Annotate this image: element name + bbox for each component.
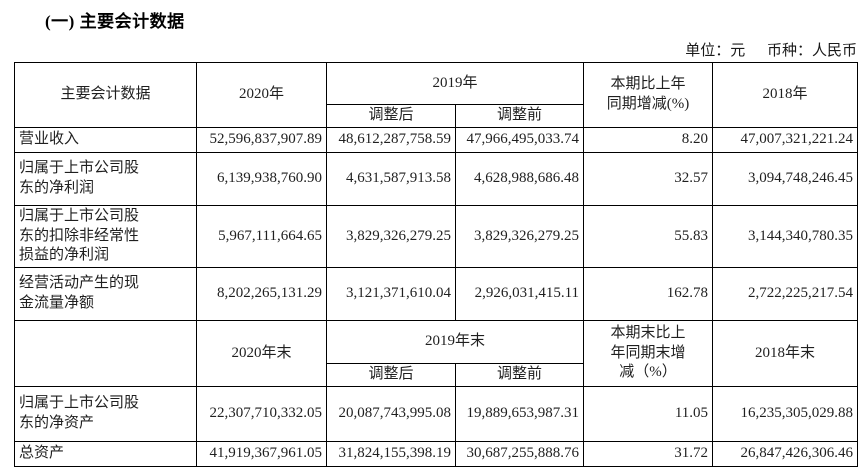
cell-2019-after: 3,121,371,610.04 xyxy=(326,267,456,322)
cell-change: 32.57 xyxy=(583,151,714,206)
row-label: 经营活动产生的现 金流量净额 xyxy=(14,267,197,322)
cell-2018: 2,722,225,217.54 xyxy=(712,267,859,322)
header-metric: 主要会计数据 xyxy=(14,62,197,128)
header-adjusted-before: 调整前 xyxy=(454,363,585,387)
header-2019: 2019年 xyxy=(325,62,585,105)
cell-change: 8.20 xyxy=(583,126,714,153)
cell-2019-after: 3,829,326,279.25 xyxy=(326,204,456,269)
cell-2018: 16,235,305,029.88 xyxy=(712,385,859,442)
row-label: 营业收入 xyxy=(14,126,197,153)
cell-2020: 22,307,710,332.05 xyxy=(196,385,327,442)
cell-2020: 52,596,837,907.89 xyxy=(196,126,327,153)
cell-change: 162.78 xyxy=(583,267,714,322)
cell-2019-before: 30,687,255,888.76 xyxy=(454,440,585,467)
header-yearend-change-pct: 本期末比上 年同期末增 减（%） xyxy=(583,320,714,387)
cell-2019-after: 48,612,287,758.59 xyxy=(326,126,456,153)
table-row-operating-cash-flow: 经营活动产生的现 金流量净额 8,202,265,131.29 3,121,37… xyxy=(14,267,859,322)
header-2020-end: 2020年末 xyxy=(196,320,327,387)
table-header-row-annual: 主要会计数据 2020年 2019年 本期比上年 同期增减(%) 2018年 xyxy=(14,62,859,128)
table-row-net-profit-excl-nonrecurring: 归属于上市公司股 东的扣除非经常性 损益的净利润 5,967,111,664.6… xyxy=(14,204,859,269)
table-row-net-profit: 归属于上市公司股 东的净利润 6,139,938,760.90 4,631,58… xyxy=(14,151,859,206)
table-row-total-assets: 总资产 41,919,367,961.05 31,824,155,398.19 … xyxy=(14,440,859,467)
cell-2018: 3,144,340,780.35 xyxy=(712,204,859,269)
row-label: 归属于上市公司股 东的扣除非经常性 损益的净利润 xyxy=(14,204,197,269)
cell-2020: 6,139,938,760.90 xyxy=(196,151,327,206)
cell-2020: 41,919,367,961.05 xyxy=(196,440,327,467)
cell-2019-before: 2,926,031,415.11 xyxy=(454,267,585,322)
header-2018-end: 2018年末 xyxy=(712,320,859,387)
section-title: (一) 主要会计数据 xyxy=(45,12,185,31)
header-2018: 2018年 xyxy=(712,62,859,128)
cell-2018: 3,094,748,246.45 xyxy=(712,151,859,206)
cell-2019-before: 4,628,988,686.48 xyxy=(454,151,585,206)
unit-currency-note: 单位：元 币种：人民币 xyxy=(14,39,857,60)
cell-2018: 47,007,321,221.24 xyxy=(712,126,859,153)
header-adjusted-after: 调整后 xyxy=(326,104,456,128)
row-label: 归属于上市公司股 东的净资产 xyxy=(14,385,197,442)
cell-change: 11.05 xyxy=(583,385,714,442)
header-metric-empty xyxy=(14,320,197,387)
cell-2019-after: 4,631,587,913.58 xyxy=(326,151,456,206)
header-change-pct: 本期比上年 同期增减(%) xyxy=(583,62,714,128)
header-adjusted-before: 调整前 xyxy=(454,104,585,128)
cell-change: 31.72 xyxy=(583,440,714,467)
header-2019-end: 2019年末 xyxy=(325,320,585,365)
header-2020: 2020年 xyxy=(196,62,327,128)
currency-label: 币种：人民币 xyxy=(766,43,857,59)
table-row-revenue: 营业收入 52,596,837,907.89 48,612,287,758.59… xyxy=(14,126,859,153)
cell-2019-after: 20,087,743,995.08 xyxy=(326,385,456,442)
accounting-data-table: 主要会计数据 2020年 2019年 本期比上年 同期增减(%) 2018年 调… xyxy=(14,62,859,467)
cell-2019-before: 3,829,326,279.25 xyxy=(454,204,585,269)
unit-label: 单位：元 xyxy=(685,43,746,59)
table-row-net-assets: 归属于上市公司股 东的净资产 22,307,710,332.05 20,087,… xyxy=(14,385,859,442)
header-adjusted-after: 调整后 xyxy=(326,363,456,387)
cell-2020: 8,202,265,131.29 xyxy=(196,267,327,322)
cell-2019-before: 47,966,495,033.74 xyxy=(454,126,585,153)
row-label: 归属于上市公司股 东的净利润 xyxy=(14,151,197,206)
cell-2019-after: 31,824,155,398.19 xyxy=(326,440,456,467)
cell-2020: 5,967,111,664.65 xyxy=(196,204,327,269)
row-label: 总资产 xyxy=(14,440,197,467)
cell-change: 55.83 xyxy=(583,204,714,269)
table-header-row-yearend: 2020年末 2019年末 本期末比上 年同期末增 减（%） 2018年末 xyxy=(14,320,859,387)
cell-2018: 26,847,426,306.46 xyxy=(712,440,859,467)
cell-2019-before: 19,889,653,987.31 xyxy=(454,385,585,442)
